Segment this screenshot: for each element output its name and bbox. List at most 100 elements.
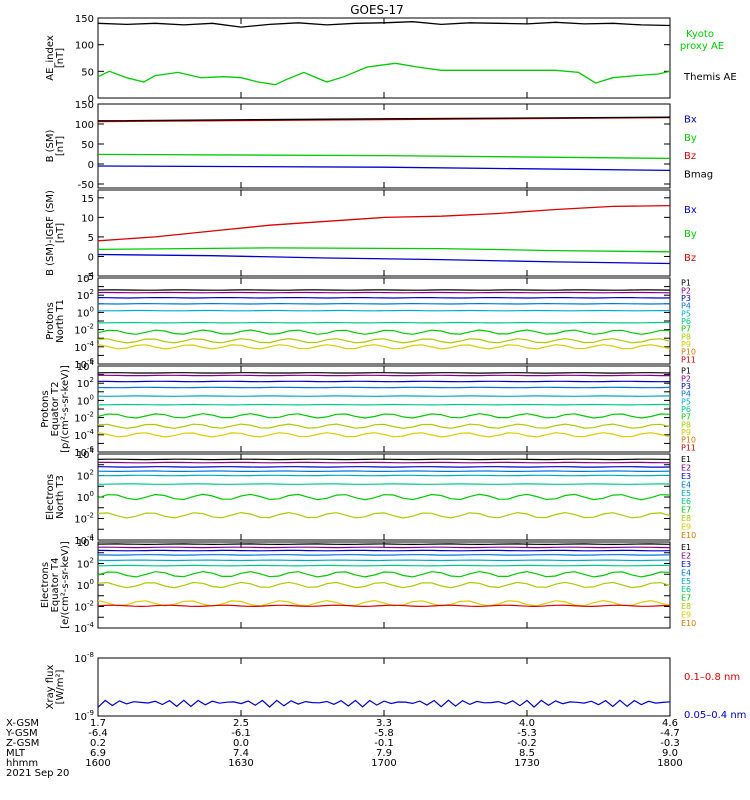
x-tick-label: 8.5 bbox=[519, 748, 535, 759]
x-tick-label: 1630 bbox=[228, 758, 253, 769]
series-line bbox=[97, 413, 671, 419]
legend-item: By bbox=[684, 229, 697, 240]
y-tick-label: 0 bbox=[88, 94, 94, 105]
x-tick-label: 7.4 bbox=[233, 748, 249, 759]
legend-item: P5 bbox=[681, 397, 691, 406]
y-axis-label: [e/(cm²-s-sr-keV)] bbox=[60, 541, 71, 629]
x-tick-label: 6.9 bbox=[90, 748, 106, 759]
legend-item: P4 bbox=[681, 302, 691, 311]
legend-item: E2 bbox=[681, 551, 691, 560]
y-axis-label: North T1 bbox=[55, 299, 66, 343]
y-axis-label: [W/m²] bbox=[55, 669, 66, 704]
x-tick-label: 0.2 bbox=[90, 738, 106, 749]
x-tick-label: 0.0 bbox=[233, 738, 249, 749]
y-axis-label: Xray flux bbox=[45, 665, 56, 710]
y-tick-label: 100 bbox=[75, 41, 94, 52]
legend-item: Themis AE bbox=[683, 72, 737, 83]
chart-title: GOES-17 bbox=[350, 3, 404, 17]
legend-item: E10 bbox=[681, 619, 696, 628]
panel-bsm: 150 100 50 0 -50 B (SM) [nT] Bx By Bz Bmag bbox=[45, 100, 713, 191]
legend-item: Bx bbox=[684, 205, 697, 216]
series-line bbox=[97, 511, 671, 519]
legend-item: Bz bbox=[684, 151, 696, 162]
panel-ee: 10-4 10-2 100 102 104 Electrons Equator T4 [e/(… bbox=[40, 535, 696, 635]
legend-item: E1 bbox=[681, 543, 691, 552]
y-axis-label: [p/(cm²-s-sr-keV)] bbox=[60, 365, 71, 453]
legend-item: proxy AE bbox=[680, 41, 724, 52]
y-tick-label: 10-2 bbox=[74, 600, 94, 614]
y-axis-label: North T3 bbox=[55, 475, 66, 519]
legend-item: P9 bbox=[681, 428, 691, 437]
legend-item: Bz bbox=[684, 253, 696, 264]
legend-item: P11 bbox=[681, 355, 696, 364]
y-tick-label: 10-2 bbox=[74, 411, 94, 425]
y-tick-label: 150 bbox=[75, 100, 94, 111]
y-axis-label: B (SM)-IGRF (SM) bbox=[45, 190, 56, 276]
y-tick-label: 102 bbox=[77, 469, 94, 483]
legend-item: P7 bbox=[681, 325, 691, 334]
series-line bbox=[97, 581, 671, 589]
legend-item: E4 bbox=[681, 480, 691, 489]
y-tick-label: 50 bbox=[81, 67, 94, 78]
series-line bbox=[97, 599, 671, 607]
series-line bbox=[97, 165, 671, 172]
x-tick-label: 1.7 bbox=[90, 718, 106, 729]
series-line bbox=[97, 344, 671, 350]
y-tick-label: 0 bbox=[88, 160, 94, 171]
y-tick-label: 104 bbox=[77, 535, 95, 549]
y-axis-label: [nT] bbox=[55, 48, 66, 68]
panel-frame bbox=[97, 103, 671, 189]
y-axis-label: Protons bbox=[45, 302, 56, 339]
x-tick-label: 4.0 bbox=[519, 718, 535, 729]
y-axis-label: [nT] bbox=[55, 223, 66, 243]
legend-item: E6 bbox=[681, 585, 691, 594]
panel-frame bbox=[97, 189, 671, 277]
legend-item: E4 bbox=[681, 568, 691, 577]
legend-item: E7 bbox=[681, 506, 691, 515]
legend-item: 0.1–0.8 nm bbox=[684, 672, 740, 683]
y-tick-label: 10-2 bbox=[74, 323, 94, 337]
x-row-label: hhmm bbox=[6, 758, 38, 769]
y-axis-label: Electrons bbox=[45, 474, 56, 520]
y-tick-label: 100 bbox=[77, 393, 94, 407]
y-tick-label: 102 bbox=[77, 288, 94, 302]
legend-item: E10 bbox=[681, 531, 696, 540]
y-axis-label: Electrons bbox=[40, 562, 51, 608]
panel-bigrf: 15 10 5 0 -5 B (SM)-IGRF (SM) [nT] Bx By Bz bbox=[45, 189, 697, 283]
x-tick-label: 1800 bbox=[657, 758, 682, 769]
legend-item: E7 bbox=[681, 594, 691, 603]
x-tick-label: -0.2 bbox=[517, 738, 537, 749]
y-axis-label: Protons bbox=[40, 390, 51, 427]
x-tick-label: -4.7 bbox=[660, 728, 680, 739]
y-axis-label: [nT] bbox=[55, 136, 66, 156]
y-tick-label: 10-2 bbox=[74, 512, 94, 526]
y-tick-label: 100 bbox=[77, 490, 94, 504]
series-line bbox=[97, 253, 671, 265]
x-row-label: X-GSM bbox=[6, 718, 39, 729]
y-tick-label: 100 bbox=[77, 578, 94, 592]
legend-item: P10 bbox=[681, 348, 696, 357]
legend-item: P6 bbox=[681, 405, 691, 414]
date-label: 2021 Sep 20 bbox=[6, 768, 69, 779]
legend-item: P10 bbox=[681, 436, 696, 445]
x-tick-label: 3.3 bbox=[376, 718, 392, 729]
legend-item: P2 bbox=[681, 374, 691, 383]
legend-item: E1 bbox=[681, 455, 691, 464]
series-line bbox=[97, 247, 671, 253]
y-tick-label: 150 bbox=[75, 14, 94, 25]
x-tick-label: -6.4 bbox=[88, 728, 108, 739]
series-line bbox=[97, 543, 671, 546]
legend-item: Kyoto bbox=[686, 29, 714, 40]
legend-item: P8 bbox=[681, 332, 691, 341]
legend-item: 0.05–0.4 nm bbox=[684, 710, 746, 721]
legend-item: P2 bbox=[681, 286, 691, 295]
x-tick-label: 4.6 bbox=[662, 718, 678, 729]
series-line bbox=[97, 21, 671, 28]
legend-item: P7 bbox=[681, 413, 691, 422]
y-axis-label: Equator T4 bbox=[50, 558, 61, 613]
panel-frame bbox=[97, 17, 671, 99]
